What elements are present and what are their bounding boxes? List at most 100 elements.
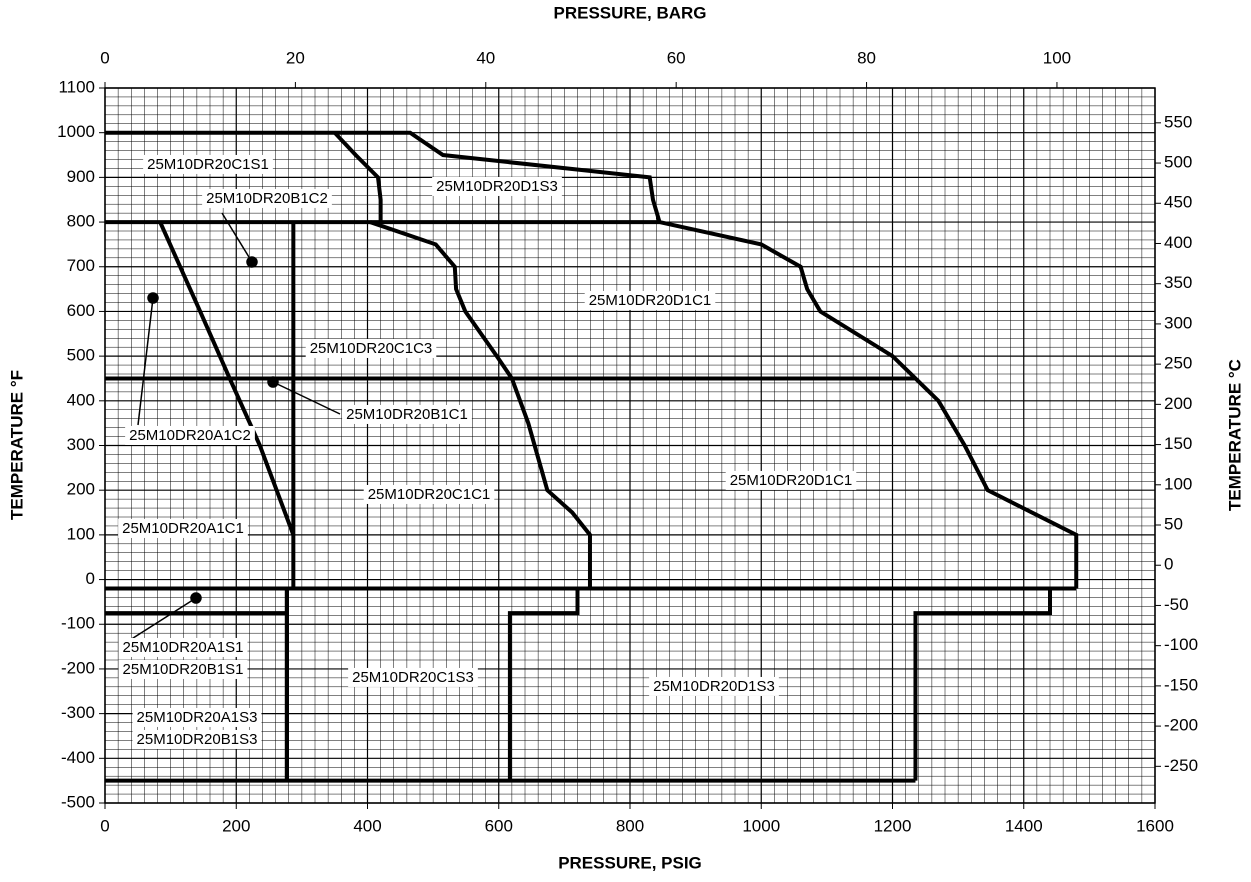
- leader: [221, 212, 253, 263]
- annotation: 25M10DR20D1C1: [589, 292, 712, 309]
- x-tick-label: 1200: [874, 816, 912, 835]
- leader: [137, 297, 154, 426]
- annotation-bg: [132, 729, 262, 749]
- leaders: [129, 212, 341, 641]
- annotation-bg: [432, 176, 562, 196]
- y-tick-label: 700: [67, 256, 95, 275]
- annotation: 25M10DR20B1C2: [206, 190, 328, 207]
- annotation: 25M10DR20C1C3: [310, 340, 433, 357]
- y-tick-label: 900: [67, 167, 95, 186]
- y-tick-label: 0: [86, 569, 95, 588]
- y-axis-title: TEMPERATURE °F: [7, 370, 26, 520]
- y-tick-label: 100: [67, 524, 95, 543]
- y-tick-label: -500: [61, 792, 95, 811]
- x-tick-label: 1000: [742, 816, 780, 835]
- annotations: 25M10DR20C1S1 25M10DR20B1C2 25M10DR20D1S3 2…: [118, 154, 857, 749]
- annotation-bg: [118, 659, 248, 679]
- annotation: 25M10DR20D1S3: [436, 178, 558, 195]
- annotation: 25M10DR20A1S3: [137, 709, 258, 726]
- x-tick-label: 1400: [1005, 816, 1043, 835]
- annotation: 25M10DR20D1S3: [653, 678, 775, 695]
- y2-tick-label: 100: [1164, 474, 1192, 493]
- y-tick-label: 200: [67, 480, 95, 499]
- annotation: 25M10DR20C1S1: [147, 156, 269, 173]
- y-tick-label: -100: [61, 614, 95, 633]
- y2-tick-label: 300: [1164, 313, 1192, 332]
- x-axis-title: PRESSURE, PSIG: [558, 853, 702, 872]
- annotation-bg: [118, 637, 248, 657]
- y2-tick-label: 0: [1164, 555, 1173, 574]
- annotation-bg: [584, 290, 716, 310]
- y-tick-label: 400: [67, 390, 95, 409]
- y-tick-label: -400: [61, 748, 95, 767]
- y2-tick-label: 250: [1164, 354, 1192, 373]
- x-tick-label: 400: [353, 816, 381, 835]
- annotation: 25M10DR20B1S1: [123, 661, 244, 678]
- y2-tick-label: 50: [1164, 514, 1183, 533]
- y-tick-label: 1100: [58, 77, 95, 96]
- y2-tick-label: 500: [1164, 153, 1192, 172]
- y2-tick-label: 150: [1164, 434, 1192, 453]
- leader-dot: [267, 376, 279, 388]
- y-tick-label: 1000: [57, 122, 95, 141]
- annotation-bg: [132, 707, 262, 727]
- leader-dot: [246, 256, 258, 268]
- annotation-bg: [363, 484, 495, 504]
- x-tick-label: 600: [485, 816, 513, 835]
- y2-tick-label: -200: [1164, 716, 1198, 735]
- x2-tick-label: 40: [476, 48, 495, 67]
- annotation-bg: [143, 154, 273, 174]
- x-tick-label: 800: [616, 816, 644, 835]
- x2-tick-label: 20: [286, 48, 305, 67]
- y-tick-label: 800: [67, 212, 95, 231]
- x-tick-label: 1600: [1136, 816, 1174, 835]
- x2-tick-label: 60: [667, 48, 686, 67]
- boundary-line: [913, 588, 1052, 781]
- annotation-bg: [125, 425, 255, 445]
- leader-dot: [190, 592, 202, 604]
- y2-tick-label: -250: [1164, 756, 1198, 775]
- y2-tick-label: 450: [1164, 193, 1192, 212]
- x-tick-label: 0: [100, 816, 109, 835]
- boundary-line: [105, 130, 1079, 589]
- annotation-bg: [305, 338, 437, 358]
- leader: [272, 381, 341, 415]
- x2-tick-label: 100: [1043, 48, 1071, 67]
- annotation: 25M10DR20D1C1: [730, 472, 853, 489]
- marks: [105, 130, 1079, 783]
- y2-tick-label: -150: [1164, 675, 1198, 694]
- y2-tick-label: -50: [1164, 595, 1189, 614]
- annotation-bg: [118, 518, 248, 538]
- leader: [129, 597, 197, 641]
- annotation: 25M10DR20B1C1: [346, 406, 468, 423]
- annotation-bg: [348, 667, 478, 687]
- boundary-line: [507, 588, 580, 781]
- y-tick-label: 600: [67, 301, 95, 320]
- annotation: 25M10DR20C1C1: [368, 486, 491, 503]
- boundary-line: [369, 220, 592, 589]
- leader-dot: [147, 292, 159, 304]
- y2-axis-title: TEMPERATURE °C: [1225, 359, 1244, 511]
- annotation-bg: [725, 470, 857, 490]
- y2-tick-label: 550: [1164, 112, 1192, 131]
- x-tick-label: 200: [222, 816, 250, 835]
- annotation-bg: [649, 676, 779, 696]
- x2-tick-label: 0: [100, 48, 109, 67]
- x2-axis-title: PRESSURE, BARG: [553, 3, 706, 22]
- annotation: 25M10DR20A1C2: [129, 427, 251, 444]
- y2-tick-label: 400: [1164, 233, 1192, 252]
- y2-tick-label: 200: [1164, 394, 1192, 413]
- y-tick-label: 300: [67, 435, 95, 454]
- annotation: 25M10DR20B1S3: [137, 731, 258, 748]
- boundary-line: [158, 221, 296, 536]
- boundary-line: [333, 131, 383, 223]
- y-tick-label: -300: [61, 703, 95, 722]
- y-tick-label: 500: [67, 346, 95, 365]
- y2-tick-label: 350: [1164, 273, 1192, 292]
- plot-frame: [104, 87, 1156, 804]
- y-tick-label: -200: [61, 658, 95, 677]
- annotation-bg: [342, 404, 472, 424]
- x2-tick-label: 80: [857, 48, 876, 67]
- annotation: 25M10DR20C1S3: [352, 669, 474, 686]
